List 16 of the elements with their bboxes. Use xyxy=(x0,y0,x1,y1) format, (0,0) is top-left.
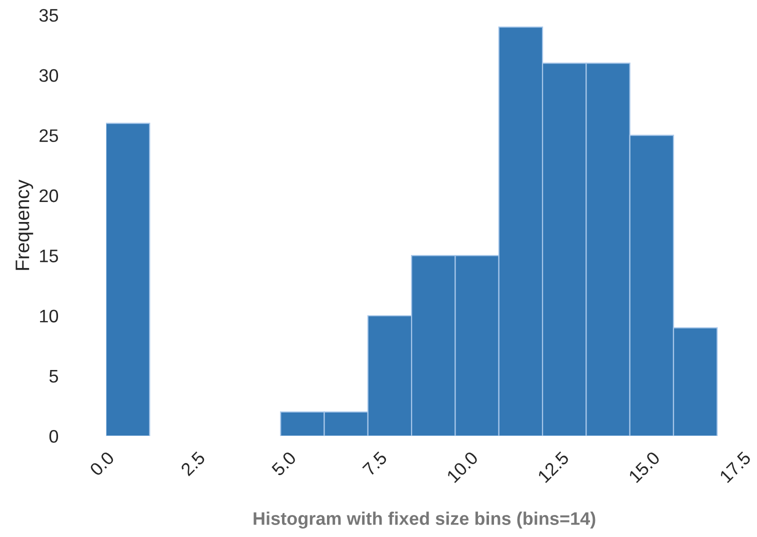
x-tick-label: 15.0 xyxy=(628,450,661,484)
y-tick-label: 0 xyxy=(49,430,58,443)
y-tick-label: 10 xyxy=(40,310,58,322)
x-tick-label: 7.5 xyxy=(362,450,388,476)
x-tick-label: 0.0 xyxy=(89,450,115,477)
x-tick-label: 10.0 xyxy=(446,450,479,484)
x-tick-label: 2.5 xyxy=(180,450,206,476)
y-tick-label: 20 xyxy=(40,189,58,202)
y-tick-label: 25 xyxy=(40,129,58,142)
y-tick-label: 35 xyxy=(39,8,58,22)
x-tick-label: 5.0 xyxy=(270,450,297,477)
y-tick-label: 5 xyxy=(49,370,58,383)
y-tick-label: 15 xyxy=(40,250,58,262)
y-axis-title: Frequency xyxy=(16,180,34,270)
x-axis-title: Histogram with fixed size bins (bins=14) xyxy=(254,512,596,529)
y-tick-label: 30 xyxy=(39,69,58,82)
